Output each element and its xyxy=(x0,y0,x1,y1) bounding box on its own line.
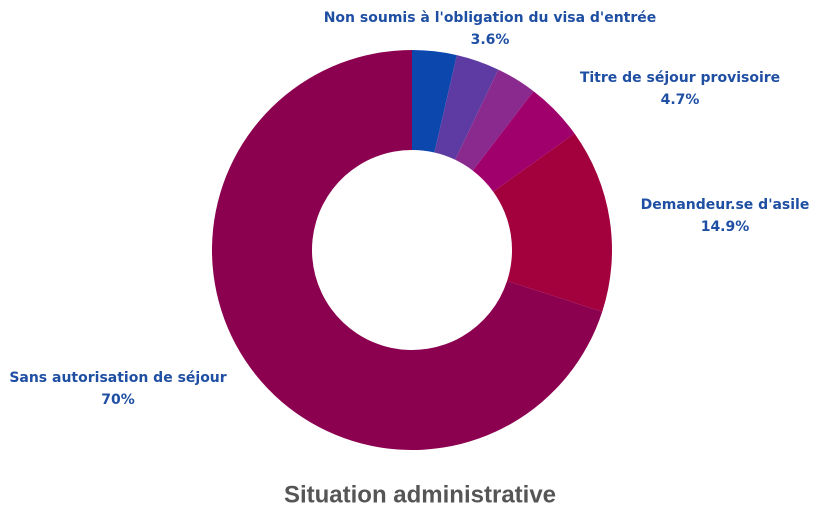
slice-value: 4.7% xyxy=(661,92,700,108)
pie-slice xyxy=(472,91,575,192)
chart-title: Situation administrative xyxy=(284,481,556,507)
pie-slice xyxy=(493,133,612,312)
slice-label: Demandeur.se d'asile xyxy=(641,197,810,213)
slice-value: 14.9% xyxy=(701,219,750,235)
pie-slice xyxy=(434,55,499,160)
slice-value: 70% xyxy=(101,392,135,408)
slice-label: Sans autorisation de séjour xyxy=(9,370,226,386)
pie-slice xyxy=(412,50,457,153)
slice-label: Titre de séjour provisoire xyxy=(580,70,780,86)
pie-slice xyxy=(212,50,603,450)
slice-value: 3.6% xyxy=(471,32,510,48)
slice-label: Non soumis à l'obligation du visa d'entr… xyxy=(324,10,657,26)
pie-slice xyxy=(455,69,534,171)
